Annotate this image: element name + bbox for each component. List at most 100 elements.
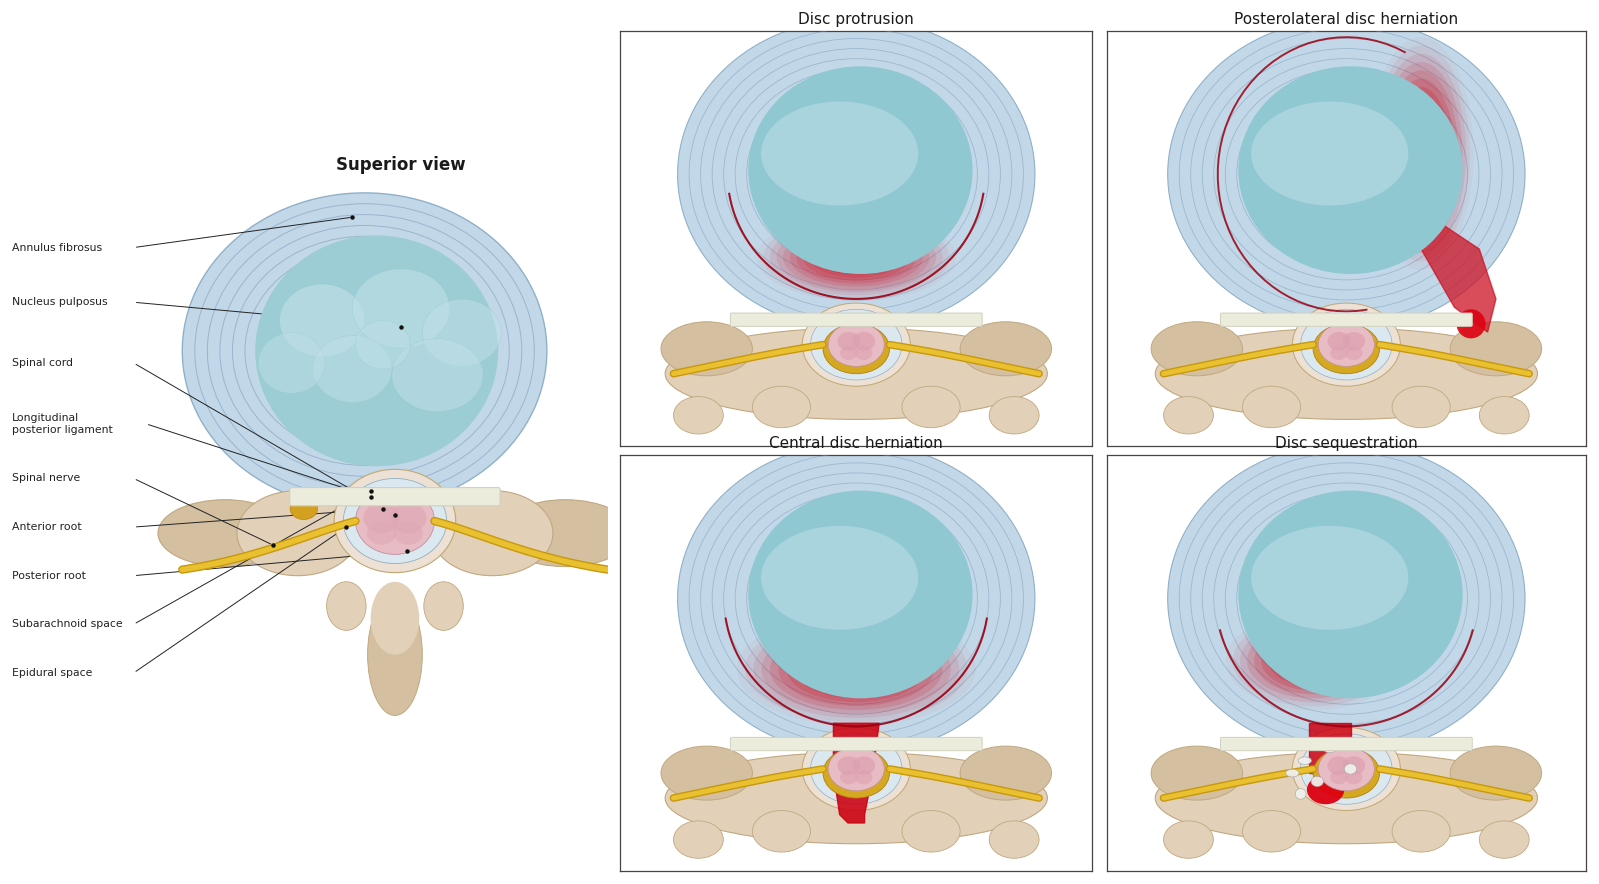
Text: Superior view: Superior view xyxy=(336,156,465,174)
Ellipse shape xyxy=(344,478,446,563)
Ellipse shape xyxy=(844,664,868,674)
Ellipse shape xyxy=(660,746,753,800)
Ellipse shape xyxy=(1238,66,1463,274)
Ellipse shape xyxy=(1313,324,1380,374)
Ellipse shape xyxy=(1300,309,1393,380)
Ellipse shape xyxy=(828,323,884,367)
Ellipse shape xyxy=(748,66,972,274)
Ellipse shape xyxy=(830,246,883,269)
Ellipse shape xyxy=(1241,620,1386,703)
Ellipse shape xyxy=(1345,346,1362,360)
Text: Subarachnoid space: Subarachnoid space xyxy=(13,620,123,629)
Ellipse shape xyxy=(812,648,900,690)
FancyBboxPatch shape xyxy=(289,488,500,506)
Ellipse shape xyxy=(371,582,419,655)
Ellipse shape xyxy=(1254,628,1372,694)
Ellipse shape xyxy=(1343,332,1366,351)
Ellipse shape xyxy=(852,757,875,775)
Ellipse shape xyxy=(809,237,903,278)
Ellipse shape xyxy=(432,491,553,575)
Ellipse shape xyxy=(902,386,959,428)
Ellipse shape xyxy=(1402,112,1439,195)
Ellipse shape xyxy=(1292,303,1401,386)
Ellipse shape xyxy=(1167,443,1525,754)
Ellipse shape xyxy=(1151,322,1242,376)
Ellipse shape xyxy=(1303,656,1322,667)
Ellipse shape xyxy=(1406,120,1436,187)
Ellipse shape xyxy=(779,632,934,706)
Polygon shape xyxy=(1310,723,1351,774)
Ellipse shape xyxy=(777,530,935,667)
Ellipse shape xyxy=(313,336,392,402)
Ellipse shape xyxy=(1380,62,1461,245)
Text: Nucleus pulposus: Nucleus pulposus xyxy=(13,297,107,308)
Ellipse shape xyxy=(855,770,873,784)
Text: Longitudinal
posterior ligament: Longitudinal posterior ligament xyxy=(13,413,114,435)
Ellipse shape xyxy=(1238,491,1463,698)
Ellipse shape xyxy=(1233,615,1393,706)
Ellipse shape xyxy=(355,488,435,554)
Ellipse shape xyxy=(673,821,723,858)
Ellipse shape xyxy=(836,248,876,266)
Ellipse shape xyxy=(673,397,723,434)
Ellipse shape xyxy=(803,644,910,694)
Text: Spinal cord: Spinal cord xyxy=(13,358,74,368)
Ellipse shape xyxy=(959,322,1052,376)
Ellipse shape xyxy=(289,499,318,520)
Ellipse shape xyxy=(237,491,358,575)
Ellipse shape xyxy=(836,660,876,678)
Ellipse shape xyxy=(823,243,889,272)
Ellipse shape xyxy=(182,193,547,509)
Text: Central disc herniation: Central disc herniation xyxy=(769,436,942,451)
Ellipse shape xyxy=(158,499,291,567)
Ellipse shape xyxy=(803,303,910,386)
Ellipse shape xyxy=(803,234,910,280)
Ellipse shape xyxy=(763,217,950,298)
Ellipse shape xyxy=(753,621,959,718)
Ellipse shape xyxy=(811,734,902,804)
Text: Annulus fibrosus: Annulus fibrosus xyxy=(13,242,102,253)
FancyBboxPatch shape xyxy=(731,737,982,751)
Ellipse shape xyxy=(1388,79,1455,228)
Ellipse shape xyxy=(1313,748,1380,798)
Ellipse shape xyxy=(1377,54,1466,253)
Ellipse shape xyxy=(1268,106,1425,243)
Ellipse shape xyxy=(828,747,884,791)
Text: Epidural space: Epidural space xyxy=(13,668,93,678)
Ellipse shape xyxy=(424,582,464,630)
Ellipse shape xyxy=(1345,765,1356,774)
Ellipse shape xyxy=(678,443,1035,754)
Ellipse shape xyxy=(422,299,502,366)
Ellipse shape xyxy=(1295,789,1306,799)
Ellipse shape xyxy=(838,332,860,351)
Ellipse shape xyxy=(665,752,1047,843)
Ellipse shape xyxy=(839,346,857,360)
Ellipse shape xyxy=(1457,309,1485,339)
Ellipse shape xyxy=(777,106,935,243)
Ellipse shape xyxy=(368,594,422,715)
Ellipse shape xyxy=(828,656,884,682)
Ellipse shape xyxy=(753,811,811,852)
Ellipse shape xyxy=(1154,328,1538,419)
Ellipse shape xyxy=(761,526,918,629)
Ellipse shape xyxy=(1330,346,1348,360)
Ellipse shape xyxy=(1247,623,1378,698)
Ellipse shape xyxy=(259,332,325,393)
Ellipse shape xyxy=(748,491,972,698)
Ellipse shape xyxy=(771,629,942,710)
Ellipse shape xyxy=(1399,103,1444,203)
Ellipse shape xyxy=(777,223,935,293)
Ellipse shape xyxy=(1327,757,1350,775)
Ellipse shape xyxy=(1250,526,1409,629)
Ellipse shape xyxy=(1268,530,1425,667)
Ellipse shape xyxy=(1164,397,1214,434)
Ellipse shape xyxy=(1292,728,1401,811)
Ellipse shape xyxy=(1318,323,1375,367)
Ellipse shape xyxy=(1242,386,1300,428)
Text: Disc protrusion: Disc protrusion xyxy=(798,11,913,27)
Ellipse shape xyxy=(1250,102,1409,205)
Ellipse shape xyxy=(990,821,1039,858)
Ellipse shape xyxy=(852,332,875,351)
Ellipse shape xyxy=(326,582,366,630)
Ellipse shape xyxy=(1282,644,1343,678)
